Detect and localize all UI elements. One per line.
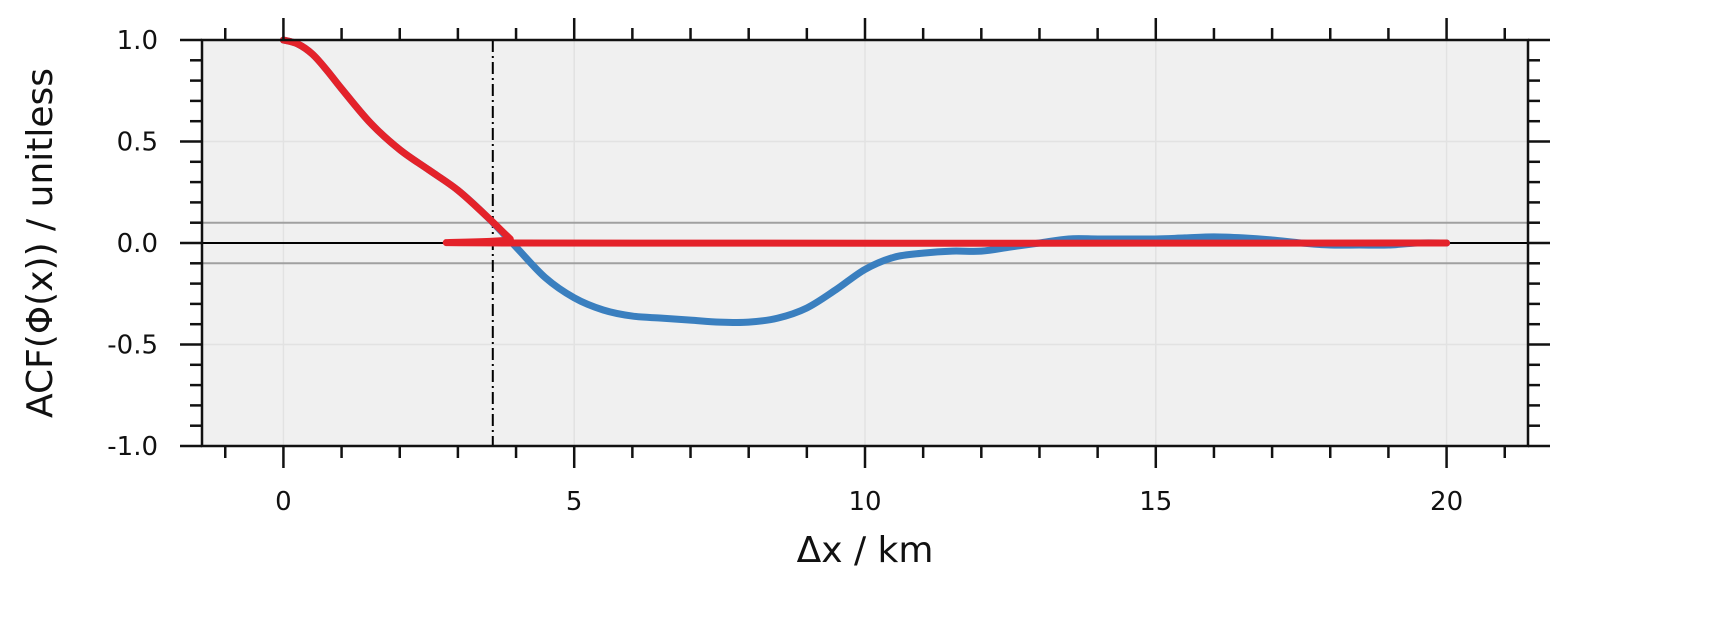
x-axis-label: Δx / km — [797, 530, 934, 571]
x-tick-label: 10 — [848, 487, 881, 517]
y-tick-label: -0.5 — [107, 331, 158, 361]
acf-series-line-red — [279, 36, 1451, 247]
x-tick-label: 5 — [566, 487, 583, 517]
y-tick-label: -1.0 — [107, 432, 158, 462]
x-tick-labels: 0 5 10 15 20 — [275, 487, 1463, 517]
y-axis-label: ACF(Φ(x)) / unitless — [20, 68, 61, 418]
y-tick-label: 1.0 — [117, 26, 158, 56]
data-series — [279, 36, 1451, 327]
x-tick-label: 0 — [275, 487, 292, 517]
x-tick-label: 20 — [1430, 487, 1463, 517]
axis-ticks — [180, 18, 1550, 468]
y-tick-label: 0.5 — [117, 128, 158, 158]
y-tick-label: 0.0 — [117, 229, 158, 259]
y-tick-labels: 1.0 0.5 0.0 -0.5 -1.0 — [107, 26, 158, 462]
x-tick-label: 15 — [1139, 487, 1172, 517]
